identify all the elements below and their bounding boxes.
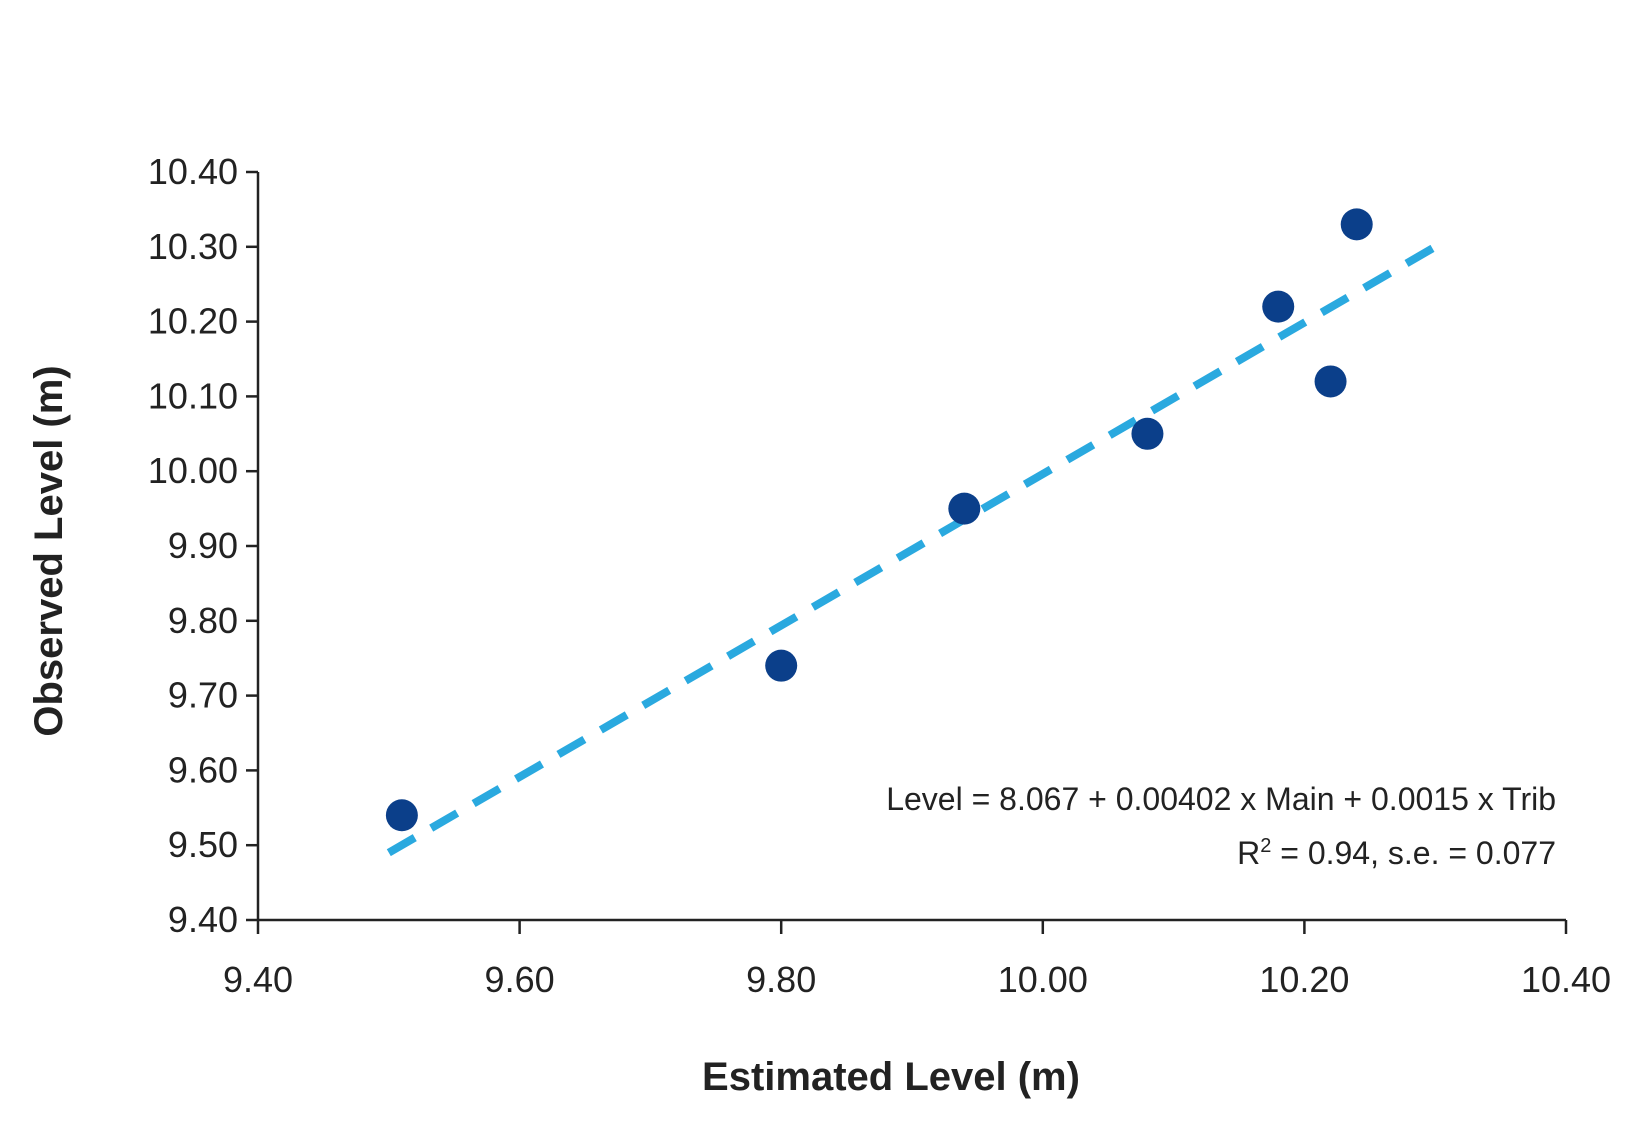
data-point bbox=[948, 492, 981, 525]
x-axis-title: Estimated Level (m) bbox=[702, 1055, 1080, 1099]
y-tick-label: 9.40 bbox=[168, 899, 238, 940]
data-point bbox=[385, 799, 418, 832]
x-tick-label: 10.00 bbox=[998, 959, 1088, 1000]
data-point bbox=[1262, 290, 1295, 323]
x-tick-label: 9.40 bbox=[223, 959, 293, 1000]
y-tick-label: 9.50 bbox=[168, 824, 238, 865]
data-point bbox=[1314, 365, 1347, 398]
y-tick-label: 9.80 bbox=[168, 600, 238, 641]
y-tick-label: 10.30 bbox=[148, 226, 238, 267]
y-tick-label: 9.70 bbox=[168, 675, 238, 716]
y-tick-label: 9.90 bbox=[168, 525, 238, 566]
y-tick-label: 9.60 bbox=[168, 749, 238, 790]
data-point bbox=[1131, 417, 1164, 450]
data-point bbox=[765, 649, 798, 682]
stats-superscript: 2 bbox=[1260, 835, 1271, 857]
equation-annotation: Level = 8.067 + 0.00402 x Main + 0.0015 … bbox=[886, 781, 1556, 817]
x-tick-label: 9.60 bbox=[485, 959, 555, 1000]
axes bbox=[246, 170, 1568, 934]
data-point bbox=[1340, 208, 1373, 241]
stats-annotation: R2 = 0.94, s.e. = 0.077 bbox=[1237, 835, 1556, 871]
y-tick-label: 10.40 bbox=[148, 151, 238, 192]
stats-prefix: R bbox=[1237, 835, 1260, 871]
x-tick-label: 10.20 bbox=[1259, 959, 1349, 1000]
trendline bbox=[386, 243, 1438, 857]
y-tick-label: 10.20 bbox=[148, 301, 238, 342]
x-tick-label: 10.40 bbox=[1521, 959, 1611, 1000]
data-points bbox=[385, 208, 1373, 832]
x-tick-label: 9.80 bbox=[746, 959, 816, 1000]
y-tick-label: 10.00 bbox=[148, 450, 238, 491]
stats-rest: = 0.94, s.e. = 0.077 bbox=[1271, 835, 1556, 871]
tick-labels: 9.40 9.50 9.60 9.70 9.80 9.90 10.00 10.10 10.20 1… bbox=[148, 151, 1611, 1000]
y-tick-label: 10.10 bbox=[148, 375, 238, 416]
y-axis-title: Observed Level (m) bbox=[27, 365, 71, 736]
